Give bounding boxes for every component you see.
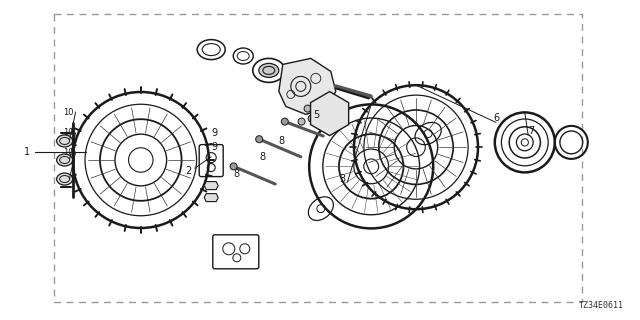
PathPatch shape (279, 59, 336, 115)
Circle shape (304, 105, 311, 112)
Polygon shape (204, 182, 218, 189)
Text: 8: 8 (278, 136, 285, 146)
Polygon shape (204, 194, 218, 202)
Ellipse shape (57, 135, 73, 147)
Text: 7: 7 (528, 126, 534, 136)
Text: 9: 9 (211, 142, 218, 152)
Ellipse shape (57, 154, 73, 166)
Text: 5: 5 (314, 110, 320, 120)
Circle shape (256, 136, 262, 143)
Text: 9: 9 (211, 128, 218, 138)
Text: 8: 8 (259, 152, 266, 162)
Text: 6: 6 (493, 113, 499, 124)
Circle shape (298, 118, 305, 125)
Text: 10: 10 (63, 148, 74, 156)
Circle shape (282, 118, 288, 125)
Circle shape (308, 115, 315, 122)
Text: TZ34E0611: TZ34E0611 (579, 301, 624, 310)
Ellipse shape (317, 105, 342, 123)
Text: 1: 1 (24, 147, 30, 157)
Polygon shape (310, 92, 349, 136)
Text: 10: 10 (63, 108, 74, 116)
Bar (54, 14, 582, 302)
Ellipse shape (259, 63, 279, 77)
Text: 8: 8 (234, 169, 240, 180)
Text: 10: 10 (63, 128, 74, 137)
Text: 3: 3 (339, 174, 346, 184)
Circle shape (230, 163, 237, 170)
Text: 2: 2 (186, 166, 192, 176)
Ellipse shape (57, 173, 73, 185)
